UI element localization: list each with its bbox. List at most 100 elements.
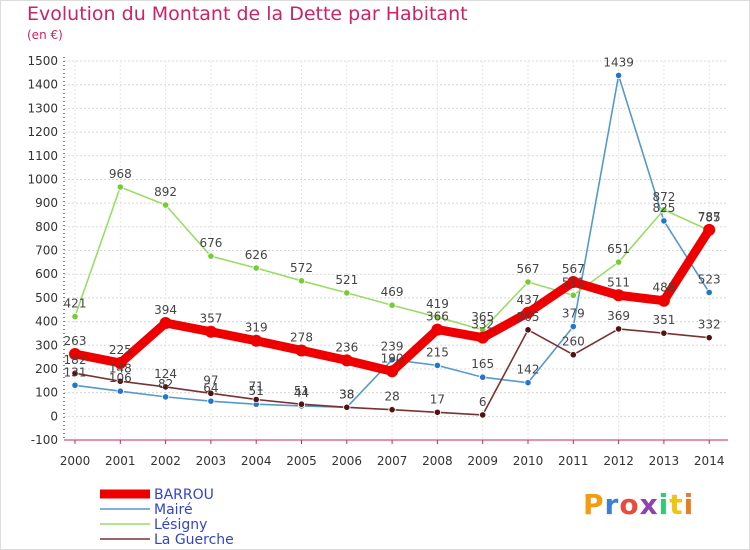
- data-label: 872: [652, 190, 675, 204]
- data-label: 263: [64, 334, 87, 348]
- legend-label: La Guerche: [154, 532, 234, 548]
- data-label: 131: [64, 365, 87, 379]
- data-point: [660, 329, 668, 337]
- y-tick-label: -100: [31, 433, 58, 447]
- x-tick-label: 2005: [286, 454, 317, 468]
- data-label: 419: [426, 297, 449, 311]
- data-label: 260: [562, 335, 585, 349]
- data-point: [388, 406, 396, 414]
- logo-letter: P: [583, 488, 605, 521]
- logo-letter: i: [658, 488, 670, 521]
- data-point: [433, 408, 441, 416]
- data-point: [705, 334, 713, 342]
- data-point: [250, 334, 263, 347]
- y-tick-label: 300: [35, 338, 58, 352]
- data-point: [657, 294, 670, 307]
- legend-label: Mairé: [154, 502, 193, 518]
- x-tick-label: 2000: [60, 454, 91, 468]
- data-label: 165: [471, 357, 494, 371]
- data-point: [297, 400, 306, 408]
- y-tick-label: 1100: [27, 149, 58, 163]
- data-label: 469: [381, 285, 404, 299]
- data-point: [614, 325, 623, 333]
- data-label: 1439: [603, 55, 634, 69]
- data-label: 488: [652, 281, 675, 295]
- data-label: 319: [245, 321, 268, 335]
- data-label: 64: [203, 381, 218, 395]
- data-label: 366: [426, 310, 449, 324]
- x-tick-label: 2007: [377, 454, 408, 468]
- data-point: [162, 383, 170, 391]
- unit-label: (en €): [27, 28, 63, 42]
- data-point: [207, 389, 215, 397]
- data-point: [295, 344, 308, 357]
- y-tick-label: 1300: [27, 101, 58, 115]
- proxiti-logo: Proxiti: [583, 488, 694, 521]
- x-tick-label: 2014: [694, 454, 725, 468]
- data-point: [479, 411, 487, 419]
- data-label: 239: [381, 340, 404, 354]
- data-label: 437: [517, 293, 540, 307]
- data-label: 676: [199, 236, 222, 250]
- data-point: [340, 354, 353, 367]
- logo-letter: x: [639, 488, 659, 521]
- data-label: 38: [339, 387, 354, 401]
- data-point: [116, 387, 124, 395]
- logo-letter: o: [619, 488, 640, 521]
- data-point: [388, 356, 396, 364]
- x-tick-label: 2002: [150, 454, 181, 468]
- x-tick-label: 2009: [467, 454, 498, 468]
- data-point: [660, 217, 668, 225]
- data-point: [431, 323, 444, 336]
- logo-letter: r: [604, 488, 620, 521]
- data-point: [114, 357, 127, 370]
- y-tick-label: 1000: [27, 172, 58, 186]
- x-tick-label: 2012: [603, 454, 634, 468]
- x-tick-label: 2003: [196, 454, 227, 468]
- x-tick-label: 2010: [513, 454, 544, 468]
- data-label: 225: [109, 343, 132, 357]
- data-label: 124: [154, 367, 177, 381]
- data-point: [252, 395, 260, 404]
- data-label: 17: [430, 392, 445, 406]
- data-label: 82: [158, 377, 173, 391]
- data-point: [343, 289, 351, 297]
- data-point: [116, 377, 124, 385]
- data-label: 97: [203, 373, 218, 387]
- x-tick-label: 2011: [558, 454, 589, 468]
- y-tick-label: 700: [35, 244, 58, 258]
- data-label: 190: [381, 351, 404, 365]
- data-label: 651: [607, 242, 630, 256]
- y-tick-label: 1500: [27, 54, 58, 68]
- data-label: 521: [335, 273, 358, 287]
- data-point: [71, 381, 79, 389]
- data-label: 215: [426, 345, 449, 359]
- data-point: [343, 403, 351, 411]
- data-label: 567: [517, 262, 540, 276]
- chart-title: Evolution du Montant de la Dette par Hab…: [27, 3, 468, 25]
- data-label: 511: [562, 275, 585, 289]
- x-tick-label: 2004: [241, 454, 272, 468]
- data-point: [116, 183, 124, 191]
- data-label: 332: [698, 318, 721, 332]
- data-point: [612, 289, 625, 302]
- data-label: 6: [479, 395, 487, 409]
- data-label: 51: [249, 384, 264, 398]
- y-tick-label: 800: [35, 220, 58, 234]
- data-label: 278: [290, 330, 313, 344]
- data-label: 351: [652, 313, 675, 327]
- data-point: [705, 288, 713, 297]
- logo-letter: i: [683, 488, 695, 521]
- data-point: [159, 316, 172, 329]
- data-label: 421: [64, 297, 87, 311]
- data-label: 968: [109, 167, 132, 181]
- data-point: [71, 369, 79, 377]
- data-point: [162, 393, 170, 401]
- data-point: [297, 277, 306, 285]
- y-tick-label: 400: [35, 315, 58, 329]
- data-label: 182: [64, 353, 87, 367]
- data-point: [476, 331, 489, 344]
- legend-label: BARROU: [154, 487, 214, 503]
- data-point: [660, 206, 668, 214]
